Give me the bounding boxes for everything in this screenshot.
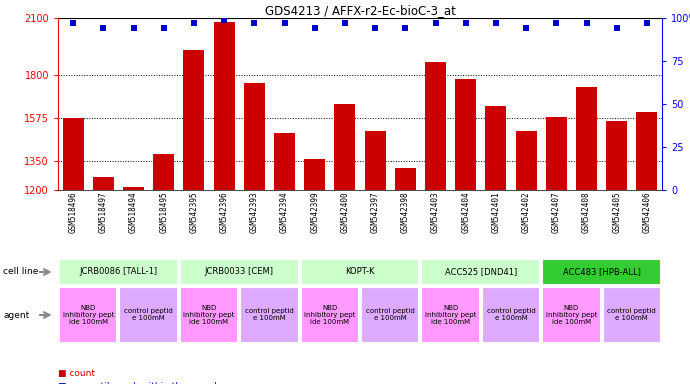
- Bar: [422, 259, 540, 285]
- Point: [430, 20, 441, 26]
- Text: GSM542395: GSM542395: [189, 191, 199, 233]
- Point: [460, 20, 471, 26]
- Text: ACC525 [DND41]: ACC525 [DND41]: [444, 268, 517, 276]
- Bar: [92, 177, 114, 190]
- Text: GSM542397: GSM542397: [371, 191, 380, 233]
- Text: GSM542403: GSM542403: [431, 191, 440, 233]
- Text: GSM542406: GSM542406: [642, 191, 651, 233]
- Bar: [335, 104, 355, 190]
- Bar: [636, 112, 658, 190]
- Point: [339, 20, 351, 26]
- Text: ■ percentile rank within the sample: ■ percentile rank within the sample: [58, 382, 222, 384]
- Bar: [213, 22, 235, 190]
- Text: cell line: cell line: [3, 268, 39, 276]
- Title: GDS4213 / AFFX-r2-Ec-bioC-3_at: GDS4213 / AFFX-r2-Ec-bioC-3_at: [264, 4, 455, 17]
- Text: GSM542402: GSM542402: [522, 191, 531, 233]
- Bar: [395, 168, 416, 190]
- Point: [611, 25, 622, 31]
- Text: NBD
inhibitory pept
ide 100mM: NBD inhibitory pept ide 100mM: [304, 305, 355, 325]
- Bar: [179, 287, 238, 343]
- Bar: [455, 79, 476, 190]
- Text: control peptid
e 100mM: control peptid e 100mM: [245, 308, 294, 321]
- Text: NBD
inhibitory pept
ide 100mM: NBD inhibitory pept ide 100mM: [63, 305, 114, 325]
- Text: GSM518494: GSM518494: [129, 191, 138, 233]
- Point: [370, 25, 381, 31]
- Bar: [240, 287, 299, 343]
- Point: [551, 20, 562, 26]
- Text: NBD
inhibitory pept
ide 100mM: NBD inhibitory pept ide 100mM: [546, 305, 597, 325]
- Text: GSM542399: GSM542399: [310, 191, 319, 233]
- Point: [249, 20, 260, 26]
- Bar: [422, 287, 480, 343]
- Bar: [184, 50, 204, 190]
- Bar: [59, 259, 178, 285]
- Text: NBD
inhibitory pept
ide 100mM: NBD inhibitory pept ide 100mM: [184, 305, 235, 325]
- Bar: [59, 287, 117, 343]
- Text: GSM518496: GSM518496: [68, 191, 77, 233]
- Bar: [576, 87, 597, 190]
- Point: [128, 25, 139, 31]
- Point: [581, 20, 592, 26]
- Point: [520, 25, 531, 31]
- Text: control peptid
e 100mM: control peptid e 100mM: [607, 308, 656, 321]
- Point: [98, 25, 109, 31]
- Text: GSM542394: GSM542394: [280, 191, 289, 233]
- Bar: [123, 187, 144, 190]
- Bar: [301, 259, 420, 285]
- Bar: [606, 121, 627, 190]
- Text: GSM542404: GSM542404: [461, 191, 470, 233]
- Text: control peptid
e 100mM: control peptid e 100mM: [124, 308, 173, 321]
- Text: GSM542401: GSM542401: [491, 191, 500, 233]
- Point: [309, 25, 320, 31]
- Point: [279, 20, 290, 26]
- Bar: [301, 287, 359, 343]
- Bar: [482, 287, 540, 343]
- Point: [491, 20, 502, 26]
- Text: GSM542405: GSM542405: [612, 191, 621, 233]
- Text: JCRB0033 [CEM]: JCRB0033 [CEM]: [205, 268, 274, 276]
- Bar: [153, 154, 175, 190]
- Bar: [602, 287, 661, 343]
- Text: GSM542398: GSM542398: [401, 191, 410, 233]
- Text: ACC483 [HPB-ALL]: ACC483 [HPB-ALL]: [562, 268, 640, 276]
- Point: [188, 20, 199, 26]
- Bar: [119, 287, 178, 343]
- Bar: [515, 131, 537, 190]
- Point: [642, 20, 653, 26]
- Text: agent: agent: [3, 311, 30, 319]
- Bar: [542, 287, 601, 343]
- Point: [158, 25, 169, 31]
- Text: GSM542408: GSM542408: [582, 191, 591, 233]
- Bar: [542, 259, 661, 285]
- Text: GSM518497: GSM518497: [99, 191, 108, 233]
- Text: GSM542400: GSM542400: [340, 191, 349, 233]
- Bar: [63, 118, 83, 190]
- Text: NBD
inhibitory pept
ide 100mM: NBD inhibitory pept ide 100mM: [425, 305, 476, 325]
- Bar: [425, 62, 446, 190]
- Bar: [364, 131, 386, 190]
- Text: GSM542407: GSM542407: [552, 191, 561, 233]
- Point: [68, 20, 79, 26]
- Bar: [361, 287, 420, 343]
- Bar: [274, 132, 295, 190]
- Bar: [304, 159, 325, 190]
- Text: KOPT-K: KOPT-K: [345, 268, 375, 276]
- Bar: [485, 106, 506, 190]
- Bar: [179, 259, 299, 285]
- Bar: [244, 83, 265, 190]
- Point: [219, 17, 230, 23]
- Text: GSM542396: GSM542396: [219, 191, 228, 233]
- Point: [400, 25, 411, 31]
- Text: ■ count: ■ count: [58, 369, 95, 378]
- Text: JCRB0086 [TALL-1]: JCRB0086 [TALL-1]: [79, 268, 157, 276]
- Text: GSM542393: GSM542393: [250, 191, 259, 233]
- Text: GSM518495: GSM518495: [159, 191, 168, 233]
- Text: control peptid
e 100mM: control peptid e 100mM: [366, 308, 415, 321]
- Bar: [546, 118, 567, 190]
- Text: control peptid
e 100mM: control peptid e 100mM: [486, 308, 535, 321]
